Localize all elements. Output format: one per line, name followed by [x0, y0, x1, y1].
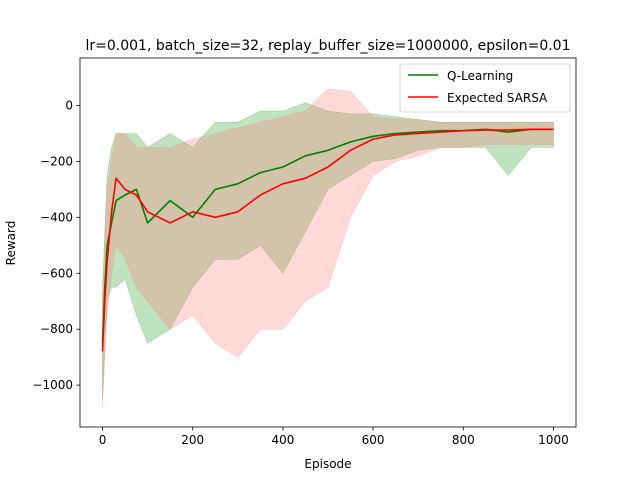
- legend-box: [399, 63, 571, 113]
- x-tick-label: 400: [271, 433, 294, 447]
- series-line-expected-sarsa: [101, 128, 554, 352]
- y-tick-label: −200: [40, 154, 73, 168]
- x-tick-label: 600: [362, 433, 385, 447]
- band-q-learning: [102, 102, 554, 400]
- series-bands: [102, 88, 554, 408]
- x-axis-label: Episode: [304, 457, 351, 471]
- y-tick-label: −400: [40, 210, 73, 224]
- y-tick-label: 0: [65, 99, 73, 113]
- plot-area: [101, 88, 554, 408]
- x-tick-label: 800: [452, 433, 475, 447]
- series-lines: [101, 128, 554, 352]
- x-tick-label: 1000: [538, 433, 569, 447]
- y-axis-label: Reward: [4, 221, 18, 266]
- x-axis-ticks: 0 200 400 600 800 1000: [99, 427, 569, 447]
- band-expected-sarsa: [102, 88, 554, 408]
- y-axis-ticks: −1000 −800 −600 −400 −200 0: [32, 99, 80, 392]
- x-tick-label: 0: [99, 433, 107, 447]
- y-tick-label: −1000: [32, 378, 73, 392]
- y-tick-label: −600: [40, 266, 73, 280]
- legend-label-q-learning: Q-Learning: [447, 69, 513, 83]
- y-tick-label: −800: [40, 322, 73, 336]
- chart-title: lr=0.001, batch_size=32, replay_buffer_s…: [86, 38, 571, 54]
- axes-frame: [79, 57, 577, 428]
- legend: Q-Learning Expected SARSA: [399, 63, 571, 113]
- x-tick-label: 200: [181, 433, 204, 447]
- legend-label-expected-sarsa: Expected SARSA: [447, 91, 548, 105]
